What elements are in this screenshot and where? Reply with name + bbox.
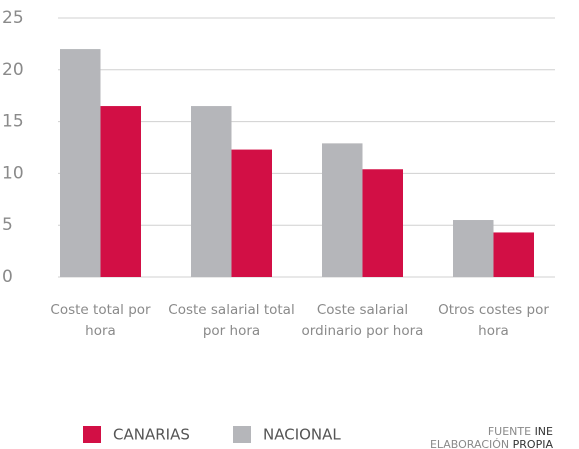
- x-tick-label: Coste salarial ordinario por hora: [301, 302, 424, 339]
- y-tick-label: 0: [2, 267, 13, 287]
- legend-label: CANARIAS: [113, 426, 190, 444]
- bar: [191, 106, 232, 277]
- bar: [60, 49, 101, 277]
- y-tick-label: 10: [2, 163, 24, 183]
- y-tick-label: 15: [2, 112, 24, 132]
- note-value: PROPIA: [513, 438, 554, 449]
- x-tick-label: Coste salarial total por hora: [168, 302, 295, 339]
- y-tick-label: 25: [2, 8, 24, 28]
- legend-swatch: [83, 426, 101, 443]
- bar: [453, 220, 494, 277]
- source: FUENTE INE: [488, 425, 553, 438]
- source-value: INE: [535, 425, 553, 438]
- legend-label: NACIONAL: [263, 426, 341, 444]
- note: ELABORACIÓN PROPIA: [430, 438, 554, 449]
- legend-swatch: [233, 426, 251, 443]
- x-tick-label: Otros costes por hora: [438, 302, 549, 339]
- y-tick-label: 20: [2, 60, 24, 80]
- bar: [493, 232, 534, 277]
- bar: [231, 149, 272, 277]
- y-tick-label: 5: [2, 215, 13, 235]
- note-label: ELABORACIÓN: [430, 438, 509, 449]
- bar: [100, 106, 141, 277]
- bar: [362, 169, 403, 277]
- source-label: FUENTE: [488, 425, 531, 438]
- bar: [322, 143, 363, 277]
- x-tick-label: Coste total por hora: [50, 302, 151, 339]
